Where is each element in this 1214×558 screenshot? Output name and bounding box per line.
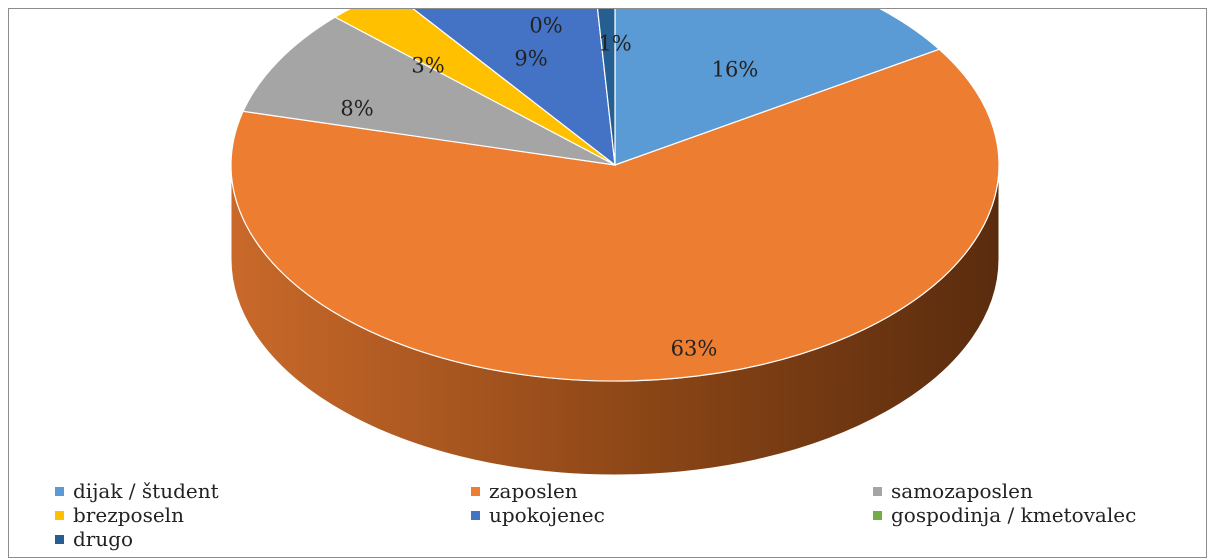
data-label-dijak-tudent: 16% bbox=[712, 58, 759, 82]
data-label-samozaposlen: 8% bbox=[340, 97, 373, 121]
pie-slice-brezposeln bbox=[333, 9, 616, 166]
legend-swatch bbox=[873, 486, 882, 496]
data-label-drugo: 1% bbox=[598, 32, 631, 56]
data-label-brezposeln: 3% bbox=[411, 54, 444, 78]
legend-item-zaposlen: zaposlen bbox=[471, 479, 578, 503]
legend-label: zaposlen bbox=[489, 479, 578, 503]
legend-swatch bbox=[471, 486, 480, 496]
legend-label: drugo bbox=[73, 527, 134, 551]
legend-label: samozaposlen bbox=[891, 479, 1033, 503]
legend-item-brezposeln: brezposeln bbox=[55, 503, 184, 527]
legend-item-upokojenec: upokojenec bbox=[471, 503, 605, 527]
legend-item-samozaposlen: samozaposlen bbox=[873, 479, 1033, 503]
legend-swatch bbox=[55, 486, 64, 496]
legend-swatch bbox=[471, 510, 480, 520]
pie-slice-dijak-tudent bbox=[614, 9, 941, 166]
legend-item-drugo: drugo bbox=[55, 527, 133, 551]
data-label-gospodinja-kmetovalec: 0% bbox=[529, 14, 562, 38]
pie-slice-samozaposlen bbox=[242, 16, 616, 166]
data-label-zaposlen: 63% bbox=[671, 337, 718, 361]
data-label-upokojenec: 9% bbox=[514, 47, 547, 71]
legend-item-gospodinja-kmetovalec: gospodinja / kmetovalec bbox=[873, 503, 1136, 527]
legend-label: brezposeln bbox=[73, 503, 184, 527]
pie-slice-drugo bbox=[596, 9, 616, 166]
legend-swatch bbox=[55, 534, 64, 544]
legend-swatch bbox=[873, 510, 882, 520]
legend-label: upokojenec bbox=[489, 503, 605, 527]
pie-slices bbox=[230, 9, 1000, 382]
pie-slice-zaposlen bbox=[230, 48, 1000, 382]
pie-labels: 16% 63% 8% 3% 9% 0% 1% bbox=[340, 14, 758, 361]
legend-label: dijak / študent bbox=[73, 479, 219, 503]
pie-slice-upokojenec bbox=[412, 9, 616, 167]
pie-chart: 16% 63% 8% 3% 9% 0% 1% bbox=[230, 9, 1000, 476]
legend-item-dijak-student: dijak / študent bbox=[55, 479, 219, 503]
legend-swatch bbox=[55, 510, 64, 520]
chart-frame: 16% 63% 8% 3% 9% 0% 1% dijak / študent zaposle… bbox=[8, 8, 1207, 558]
legend-label: gospodinja / kmetovalec bbox=[891, 503, 1137, 527]
